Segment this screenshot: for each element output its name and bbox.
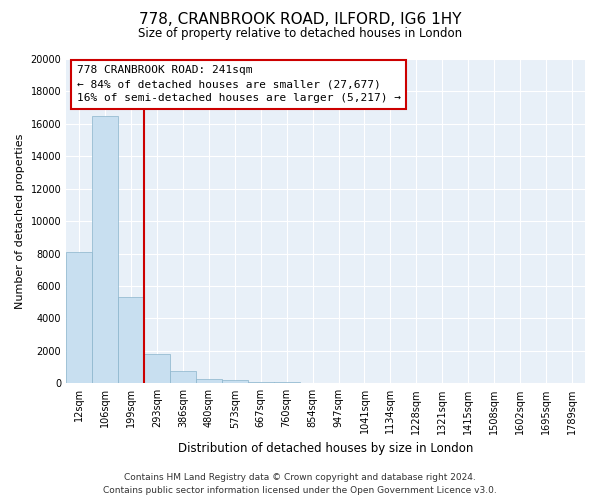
Bar [144,354,170,384]
Y-axis label: Number of detached properties: Number of detached properties [15,134,25,309]
Bar [248,382,274,384]
Bar [170,371,196,384]
X-axis label: Distribution of detached houses by size in London: Distribution of detached houses by size … [178,442,473,455]
Bar [66,252,92,384]
Text: 778 CRANBROOK ROAD: 241sqm
← 84% of detached houses are smaller (27,677)
16% of : 778 CRANBROOK ROAD: 241sqm ← 84% of deta… [77,66,401,104]
Bar [92,116,118,384]
Text: Contains HM Land Registry data © Crown copyright and database right 2024.
Contai: Contains HM Land Registry data © Crown c… [103,473,497,495]
Bar [274,382,299,384]
Bar [222,380,248,384]
Bar [196,379,222,384]
Text: 778, CRANBROOK ROAD, ILFORD, IG6 1HY: 778, CRANBROOK ROAD, ILFORD, IG6 1HY [139,12,461,28]
Text: Size of property relative to detached houses in London: Size of property relative to detached ho… [138,28,462,40]
Bar [118,298,144,384]
